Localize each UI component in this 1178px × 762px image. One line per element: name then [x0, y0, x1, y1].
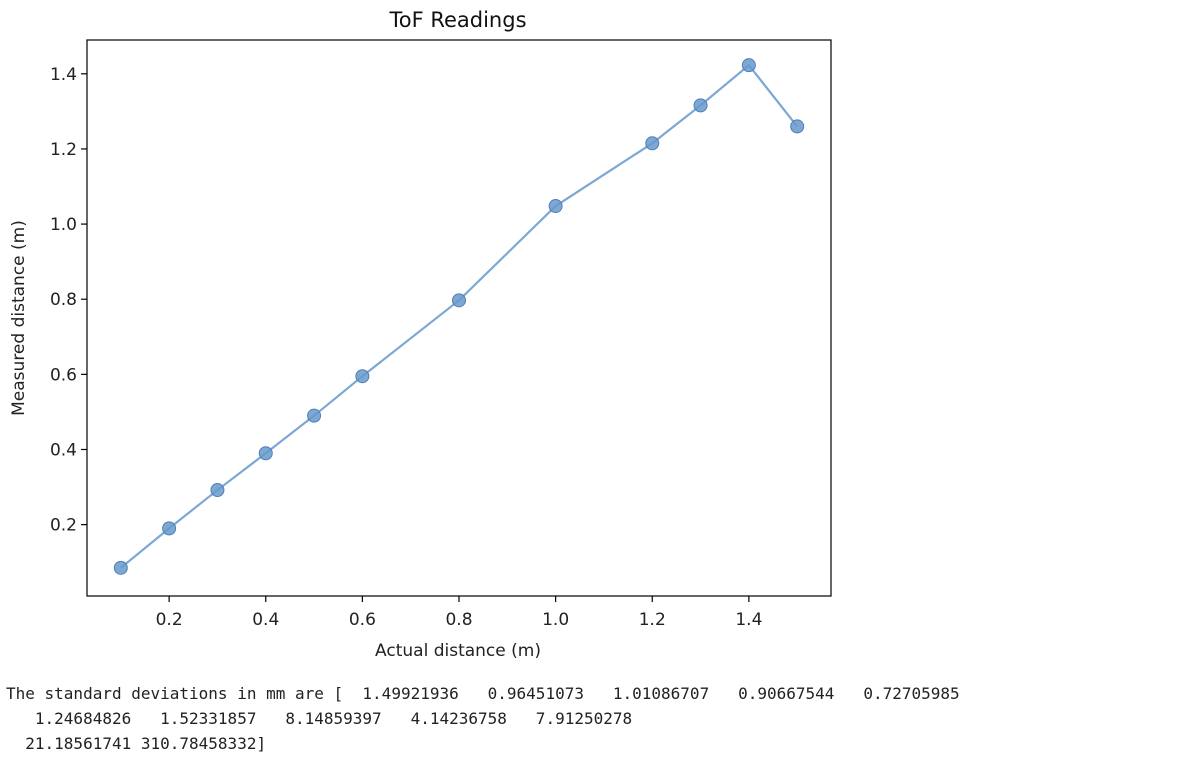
data-point	[452, 293, 466, 308]
y-axis: 0.2 0.4 0.6 0.8 1.0 1.2 1.4	[50, 65, 87, 536]
plot-frame	[86, 39, 832, 597]
chart-title: ToF Readings	[388, 8, 526, 32]
chart: ToF Readings 0.2 0.4 0.6 0.8 1.0 1.2 1.4 0.20.…	[9, 8, 832, 661]
y-tick-label: 0.6	[50, 365, 77, 385]
output-line: 1.24684826 1.52331857 8.14859397 4.14236…	[6, 709, 633, 728]
data-point	[741, 58, 756, 73]
series-points	[113, 58, 805, 575]
x-axis: 0.2 0.4 0.6 0.8 1.0 1.2 1.4	[156, 596, 762, 630]
x-tick-label: 0.6	[349, 610, 376, 630]
x-tick-label: 1.0	[542, 610, 569, 630]
x-tick-label: 1.4	[735, 610, 762, 630]
data-point	[258, 446, 273, 461]
y-tick-label: 1.4	[50, 65, 77, 85]
data-point	[113, 560, 128, 575]
data-point	[162, 521, 177, 536]
data-point	[790, 119, 805, 134]
output-line: 21.18561741 310.78458332]	[6, 734, 267, 753]
y-tick-label: 0.4	[50, 440, 77, 460]
y-tick-label: 1.0	[50, 215, 77, 235]
x-tick-label: 0.2	[156, 610, 183, 630]
data-point	[307, 408, 322, 423]
y-tick-label: 0.8	[50, 290, 77, 310]
data-point	[210, 483, 225, 498]
y-tick-label: 0.2	[50, 516, 77, 536]
y-tick-label: 1.2	[50, 140, 77, 160]
y-axis-label: Measured distance (m)	[9, 220, 29, 416]
series-line	[120, 63, 799, 569]
data-point	[693, 98, 708, 113]
x-tick-label: 1.2	[639, 610, 666, 630]
data-point	[548, 199, 563, 214]
x-tick-label: 0.8	[445, 610, 472, 630]
output-text: The standard deviations in mm are [ 1.49…	[6, 681, 960, 756]
data-point	[645, 136, 660, 151]
plot-area: 0.2 0.4 0.6 0.8 1.0 1.2 1.4 0.2 0.4 0.6 0.8 1.0 1.2…	[50, 39, 832, 630]
output-line: The standard deviations in mm are [ 1.49…	[6, 684, 960, 703]
x-axis-label: Actual distance (m)	[375, 641, 541, 661]
x-tick-label: 0.4	[252, 610, 279, 630]
data-point	[355, 369, 370, 384]
